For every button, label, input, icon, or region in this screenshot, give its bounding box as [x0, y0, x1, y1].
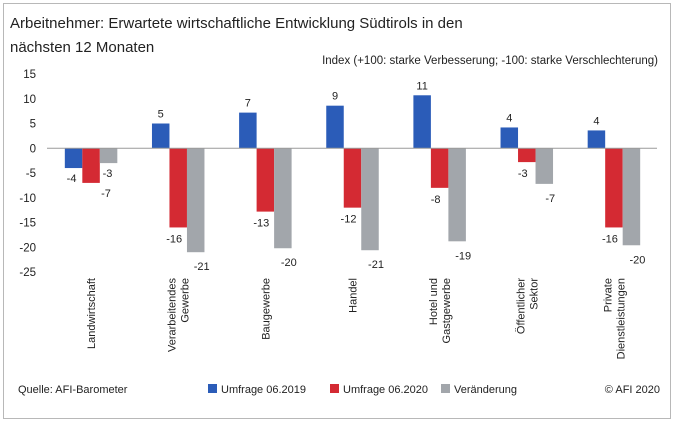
- y-tick-label: 0: [30, 143, 36, 155]
- category-label: Dienstleistungen: [615, 278, 627, 359]
- data-label: 4: [593, 115, 599, 127]
- bar: [518, 148, 536, 163]
- data-label: -20: [281, 257, 297, 269]
- data-label: -21: [368, 259, 384, 271]
- legend-label: Umfrage 06.2019: [221, 384, 306, 396]
- legend-swatch: [441, 384, 450, 393]
- data-label: -7: [545, 193, 555, 205]
- bar: [361, 148, 379, 251]
- data-label: 4: [506, 112, 512, 124]
- bar: [622, 148, 641, 246]
- data-label: -20: [629, 254, 645, 266]
- bar: [99, 148, 118, 164]
- source-note: Quelle: AFI-Barometer: [18, 384, 128, 396]
- data-label: -16: [166, 233, 182, 245]
- data-label: -16: [602, 233, 618, 245]
- data-label: -7: [101, 188, 111, 200]
- category-label: Hotel und: [428, 278, 440, 325]
- y-tick-label: 15: [23, 69, 36, 81]
- data-label: -3: [518, 168, 528, 180]
- y-tick-label: -10: [19, 193, 36, 205]
- legend-label: Umfrage 06.2020: [343, 384, 428, 396]
- chart-title-line-1: Arbeitnehmer: Erwartete wirtschaftliche …: [10, 15, 463, 32]
- category-label: Verarbeitendes: [167, 278, 179, 352]
- copyright-note: © AFI 2020: [605, 384, 660, 396]
- data-label: 9: [332, 91, 338, 103]
- bar: [82, 148, 100, 183]
- category-label: Landwirtschaft: [86, 278, 98, 349]
- bar: [239, 112, 257, 149]
- bar: [413, 95, 431, 149]
- legend-swatch: [208, 384, 217, 393]
- bar: [500, 127, 519, 149]
- bar: [535, 148, 554, 184]
- category-label: Gastgewerbe: [441, 278, 453, 343]
- data-label: -21: [194, 261, 210, 273]
- chart-title-line-2: nächsten 12 Monaten: [10, 39, 154, 56]
- bar: [605, 148, 623, 228]
- bar: [64, 148, 83, 169]
- y-tick-label: -5: [26, 168, 36, 180]
- category-label: Baugewerbe: [260, 278, 272, 340]
- category-label: Gewerbe: [180, 278, 192, 323]
- category-label: Öffentlicher: [515, 278, 527, 334]
- data-label: -4: [67, 173, 77, 185]
- y-tick-label: -25: [19, 267, 36, 279]
- legend-label: Veränderung: [454, 384, 517, 396]
- data-label: 7: [245, 98, 251, 110]
- data-label: -12: [341, 214, 357, 226]
- bar: [151, 123, 170, 149]
- y-tick-label: 5: [30, 119, 36, 131]
- bar: [448, 148, 466, 242]
- data-label: -8: [431, 194, 441, 206]
- y-tick-label: -20: [19, 242, 36, 254]
- chart-index-note: Index (+100: starke Verbesserung; -100: …: [322, 55, 658, 67]
- category-label: Handel: [348, 278, 360, 313]
- category-label: Sektor: [528, 278, 540, 310]
- data-label: -3: [103, 168, 113, 180]
- bar: [186, 148, 205, 253]
- bar: [274, 148, 292, 249]
- bar: [326, 105, 344, 149]
- bar: [343, 148, 362, 208]
- y-tick-label: -15: [19, 218, 36, 230]
- plot-area: 15 10 5 0 -5 -10 -15 -20 -25 -4 5 7 9 11 4 4 -7 -16 -13 -12…: [19, 69, 657, 396]
- bar: [587, 130, 606, 149]
- legend-swatch: [330, 384, 339, 393]
- data-label: -19: [455, 250, 471, 262]
- category-label: Private: [602, 278, 614, 312]
- data-label: -13: [253, 218, 269, 230]
- bar: [169, 148, 187, 228]
- data-label: 11: [416, 80, 427, 92]
- chart-border: [3, 3, 671, 419]
- bar: [256, 148, 275, 212]
- data-label: 5: [158, 109, 164, 121]
- bar: [430, 148, 449, 188]
- y-tick-label: 10: [23, 94, 36, 106]
